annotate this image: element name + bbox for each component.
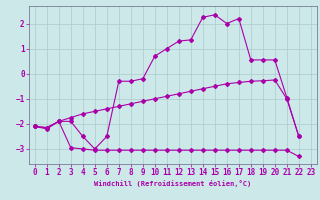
X-axis label: Windchill (Refroidissement éolien,°C): Windchill (Refroidissement éolien,°C) — [94, 180, 252, 187]
